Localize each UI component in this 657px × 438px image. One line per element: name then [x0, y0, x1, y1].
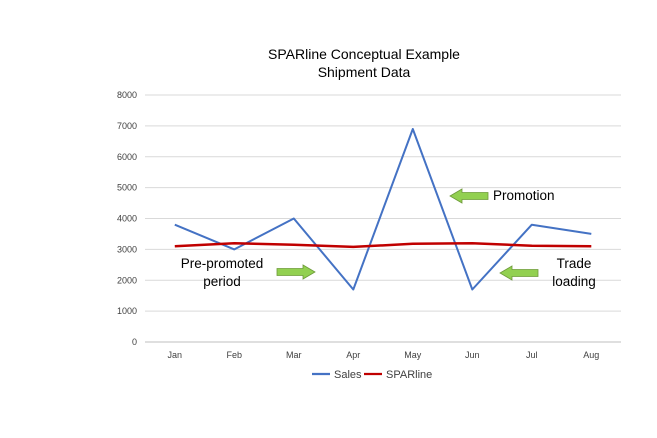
annotation-promotion-text: Promotion — [493, 188, 555, 203]
series-line-sparline — [174, 241, 592, 249]
x-tick-label: Aug — [583, 350, 599, 360]
x-tick-label: Mar — [286, 350, 302, 360]
legend-label: SPARline — [386, 369, 432, 381]
x-tick-label: Jun — [465, 350, 480, 360]
legend-item-sales: Sales — [312, 369, 362, 381]
legend-label: Sales — [334, 369, 362, 381]
chart-title: SPARline Conceptual Example — [268, 46, 460, 62]
annotation-pre-promoted-arrow — [276, 264, 316, 280]
y-tick-label: 7000 — [117, 121, 137, 131]
x-tick-label: Apr — [346, 350, 360, 360]
annotation-trade-loading-text: Trade — [557, 256, 592, 271]
y-tick-label: 1000 — [117, 306, 137, 316]
chart-subtitle: Shipment Data — [318, 64, 411, 80]
legend: Sales SPARline — [312, 369, 432, 381]
legend-item-sparline: SPARline — [364, 369, 432, 381]
y-tick-label: 8000 — [117, 90, 137, 100]
y-tick-label: 0 — [132, 337, 137, 347]
x-tick-label: May — [404, 350, 422, 360]
annotation-pre-promoted-text: period — [203, 274, 241, 289]
axis-layer: 0 1000 2000 3000 4000 5000 6000 7000 8000 Jan Feb M… — [117, 90, 599, 360]
annotation-promotion-arrow — [449, 188, 489, 204]
y-tick-label: 3000 — [117, 244, 137, 254]
y-tick-label: 5000 — [117, 183, 137, 193]
annotation-pre-promoted-text: Pre-promoted — [181, 256, 264, 271]
y-tick-label: 6000 — [117, 152, 137, 162]
x-tick-label: Feb — [226, 350, 242, 360]
series-layer — [174, 128, 592, 291]
y-tick-label: 4000 — [117, 214, 137, 224]
annotation-trade-loading-text: loading — [552, 274, 596, 289]
annotation-trade-loading-arrow — [499, 265, 539, 281]
y-tick-label: 2000 — [117, 275, 137, 285]
annotation-layer: Promotion Pre-promoted period Trade loading — [181, 188, 596, 289]
x-tick-label: Jan — [167, 350, 182, 360]
x-tick-label: Jul — [526, 350, 538, 360]
grid-layer — [145, 94, 621, 343]
